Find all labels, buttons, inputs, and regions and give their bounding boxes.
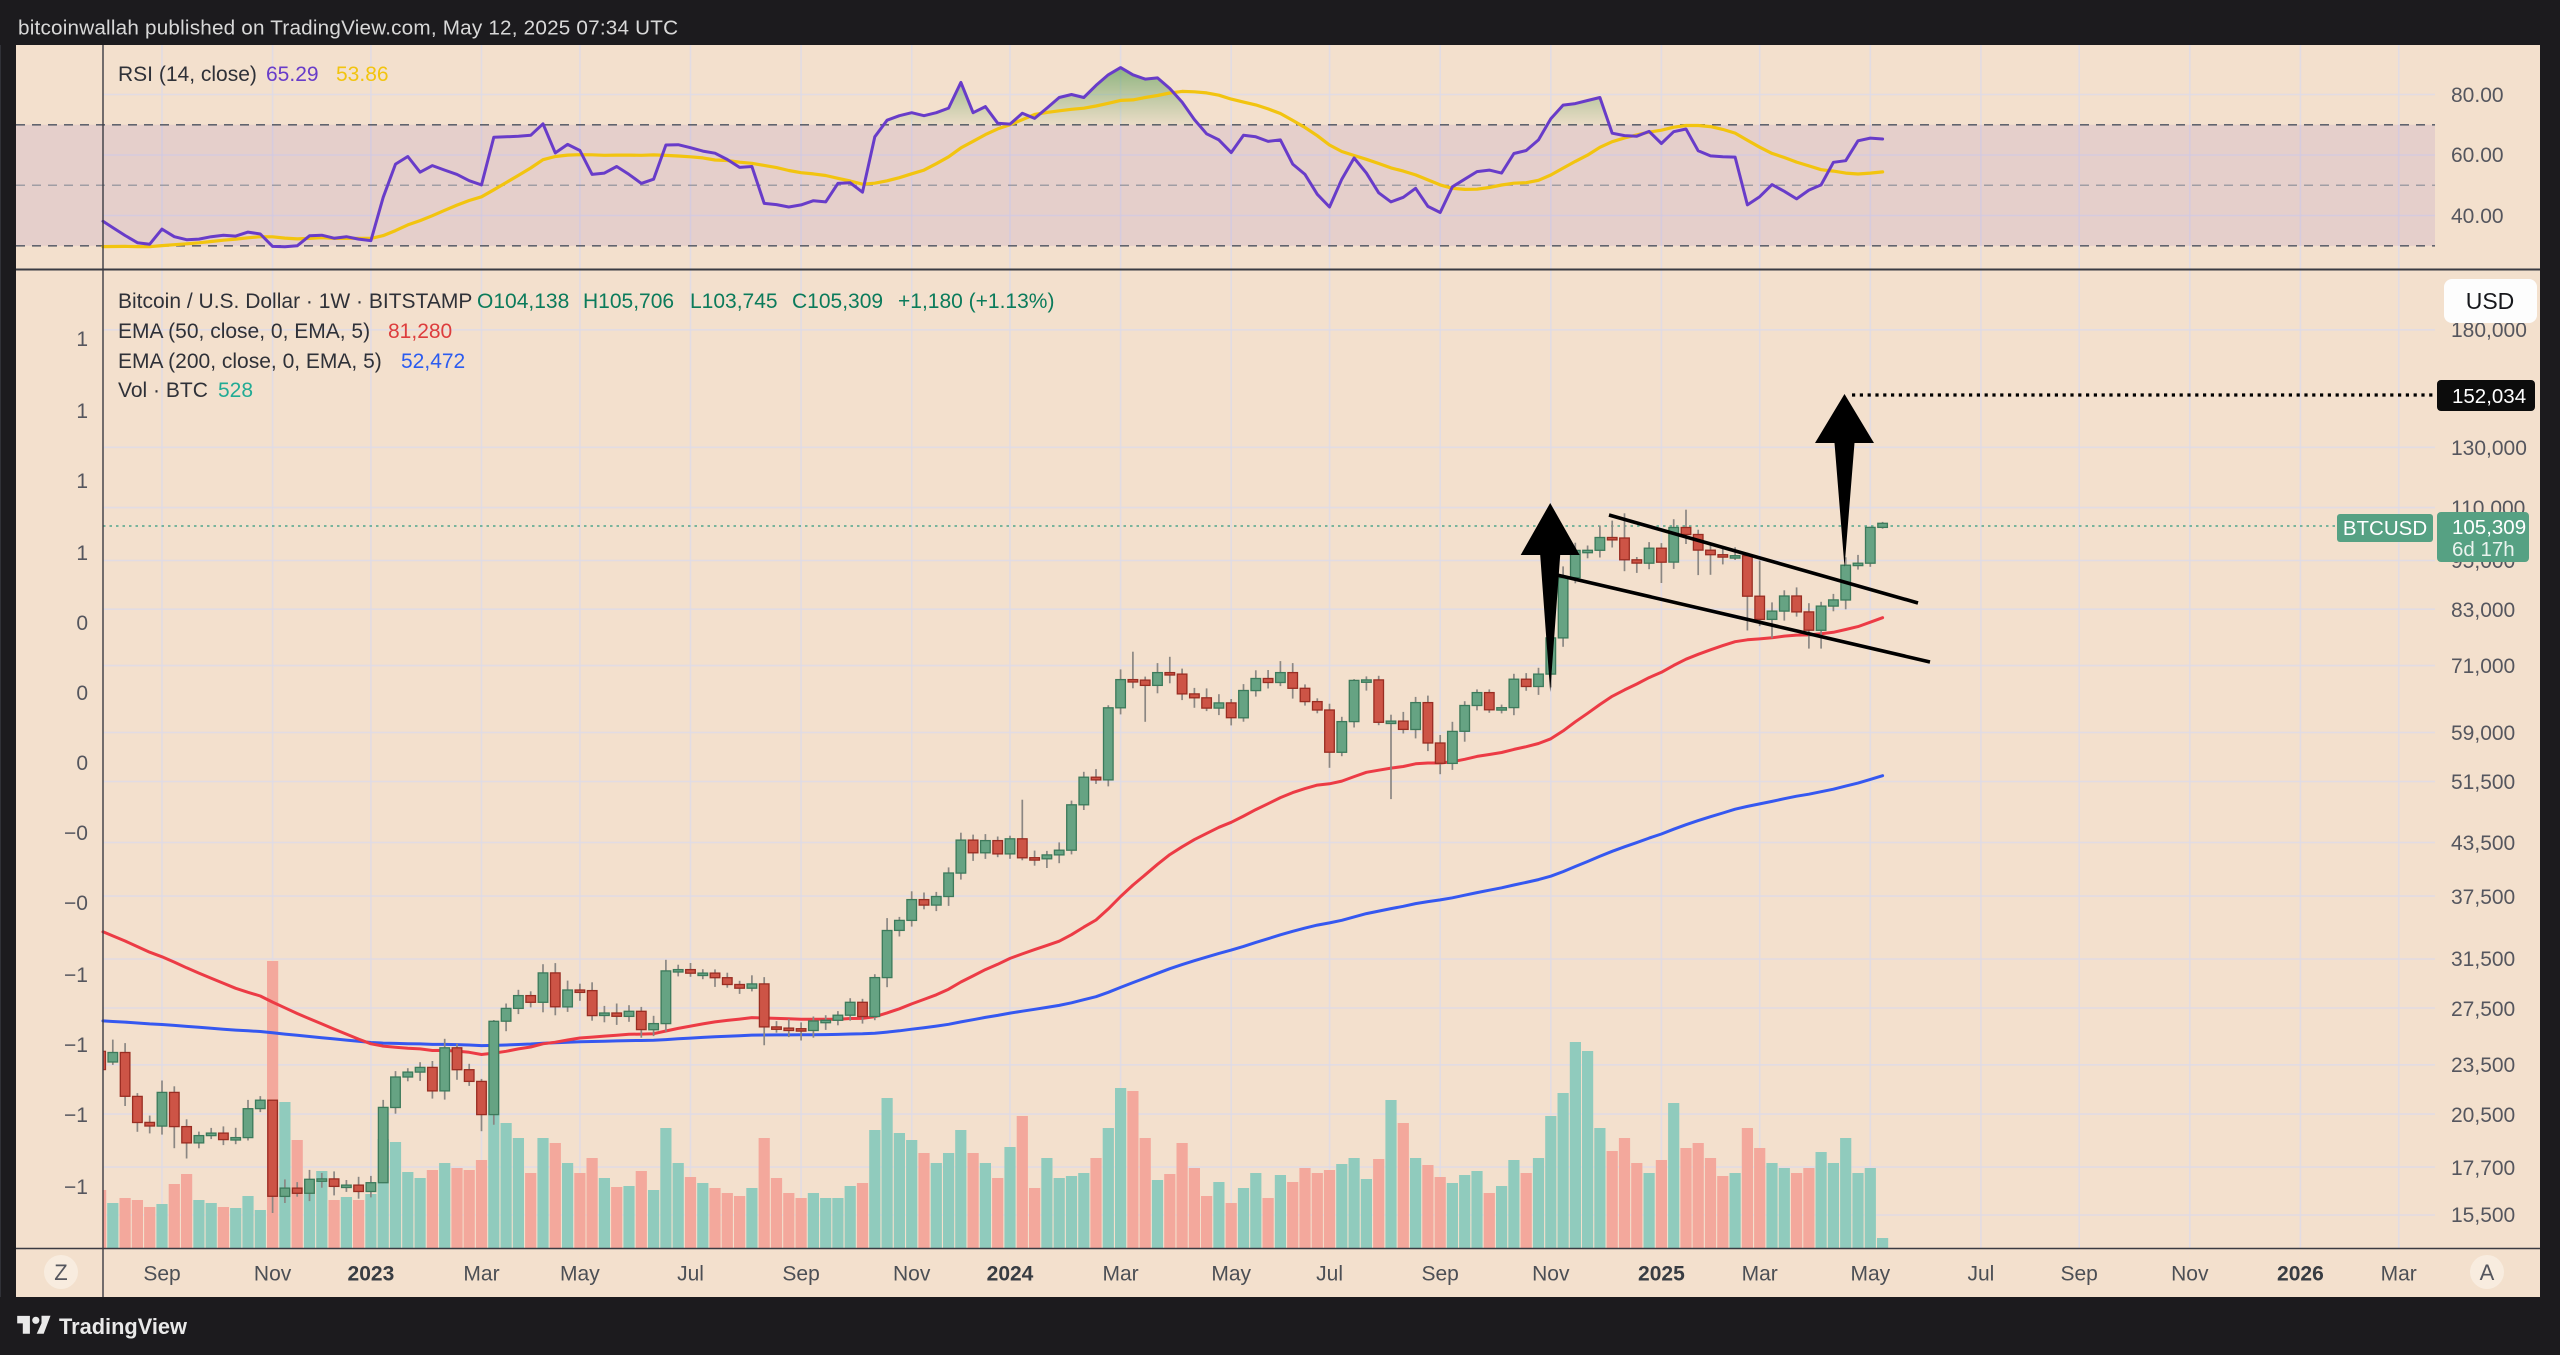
svg-text:37,500: 37,500 (2451, 886, 2515, 909)
svg-text:Nov: Nov (1532, 1263, 1570, 1286)
svg-text:130,000: 130,000 (2451, 437, 2527, 460)
svg-text:2026: 2026 (2277, 1263, 2324, 1286)
svg-text:TradingView: TradingView (59, 1314, 187, 1339)
svg-text:0: 0 (76, 612, 88, 635)
svg-text:80.00: 80.00 (2451, 84, 2504, 107)
svg-text:Mar: Mar (463, 1263, 499, 1286)
svg-text:15,500: 15,500 (2451, 1204, 2515, 1227)
svg-text:528: 528 (218, 379, 253, 402)
svg-text:H105,706: H105,706 (583, 290, 674, 313)
svg-text:Sep: Sep (1422, 1263, 1459, 1286)
svg-text:−1: −1 (64, 1176, 88, 1199)
svg-text:2024: 2024 (987, 1263, 1034, 1286)
svg-text:60.00: 60.00 (2451, 144, 2504, 167)
svg-text:Mar: Mar (2381, 1263, 2417, 1286)
svg-text:Mar: Mar (1742, 1263, 1778, 1286)
svg-text:−1: −1 (64, 964, 88, 987)
svg-text:2023: 2023 (348, 1263, 395, 1286)
svg-text:−0: −0 (64, 892, 88, 915)
svg-text:C105,309: C105,309 (792, 290, 883, 313)
svg-text:+1,180 (+1.13%): +1,180 (+1.13%) (898, 290, 1054, 313)
svg-text:−1: −1 (64, 1104, 88, 1127)
svg-text:May: May (1211, 1263, 1251, 1286)
svg-text:180,000: 180,000 (2451, 319, 2527, 342)
svg-text:23,500: 23,500 (2451, 1054, 2515, 1077)
svg-text:−1: −1 (64, 1034, 88, 1057)
svg-text:O104,138: O104,138 (477, 290, 569, 313)
svg-text:59,000: 59,000 (2451, 722, 2515, 745)
svg-text:6d 17h: 6d 17h (2452, 538, 2515, 561)
svg-text:May: May (1850, 1263, 1890, 1286)
svg-text:1: 1 (76, 328, 88, 351)
svg-text:Sep: Sep (2061, 1263, 2098, 1286)
svg-text:Jul: Jul (1967, 1263, 1994, 1286)
svg-text:−0: −0 (64, 822, 88, 845)
svg-text:USD: USD (2466, 288, 2515, 314)
svg-text:27,500: 27,500 (2451, 998, 2515, 1021)
svg-text:81,280: 81,280 (388, 320, 452, 343)
svg-text:Bitcoin / U.S. Dollar · 1W · B: Bitcoin / U.S. Dollar · 1W · BITSTAMP (118, 290, 472, 313)
svg-text:RSI (14, close): RSI (14, close) (118, 63, 257, 86)
svg-text:Nov: Nov (893, 1263, 931, 1286)
svg-text:Vol · BTC: Vol · BTC (118, 379, 208, 402)
svg-text:152,034: 152,034 (2452, 385, 2526, 408)
svg-text:71,000: 71,000 (2451, 655, 2515, 678)
svg-text:51,500: 51,500 (2451, 771, 2515, 794)
svg-text:2025: 2025 (1638, 1263, 1685, 1286)
svg-text:105,309: 105,309 (2452, 516, 2526, 539)
svg-text:Sep: Sep (143, 1263, 180, 1286)
svg-text:0: 0 (76, 682, 88, 705)
svg-text:52,472: 52,472 (401, 350, 465, 373)
svg-text:53.86: 53.86 (336, 63, 389, 86)
svg-text:40.00: 40.00 (2451, 205, 2504, 228)
svg-text:43,500: 43,500 (2451, 832, 2515, 855)
svg-text:0: 0 (76, 752, 88, 775)
svg-text:83,000: 83,000 (2451, 599, 2515, 622)
svg-text:bitcoinwallah published on Tra: bitcoinwallah published on TradingView.c… (18, 17, 678, 40)
svg-text:A: A (2480, 1260, 2495, 1285)
svg-text:Nov: Nov (2171, 1263, 2209, 1286)
svg-text:Jul: Jul (677, 1263, 704, 1286)
svg-text:L103,745: L103,745 (690, 290, 778, 313)
svg-text:1: 1 (76, 542, 88, 565)
svg-text:EMA (200, close, 0, EMA, 5): EMA (200, close, 0, EMA, 5) (118, 350, 382, 373)
svg-text:1: 1 (76, 400, 88, 423)
svg-text:Nov: Nov (254, 1263, 292, 1286)
svg-text:EMA (50, close, 0, EMA, 5): EMA (50, close, 0, EMA, 5) (118, 320, 370, 343)
svg-text:1: 1 (76, 470, 88, 493)
svg-text:65.29: 65.29 (266, 63, 319, 86)
svg-text:20,500: 20,500 (2451, 1104, 2515, 1127)
svg-text:Sep: Sep (782, 1263, 819, 1286)
svg-text:Mar: Mar (1103, 1263, 1139, 1286)
svg-text:May: May (560, 1263, 600, 1286)
svg-text:BTCUSD: BTCUSD (2343, 517, 2427, 540)
svg-text:17,700: 17,700 (2451, 1157, 2515, 1180)
svg-text:Z: Z (54, 1260, 67, 1285)
svg-text:31,500: 31,500 (2451, 948, 2515, 971)
svg-text:Jul: Jul (1316, 1263, 1343, 1286)
